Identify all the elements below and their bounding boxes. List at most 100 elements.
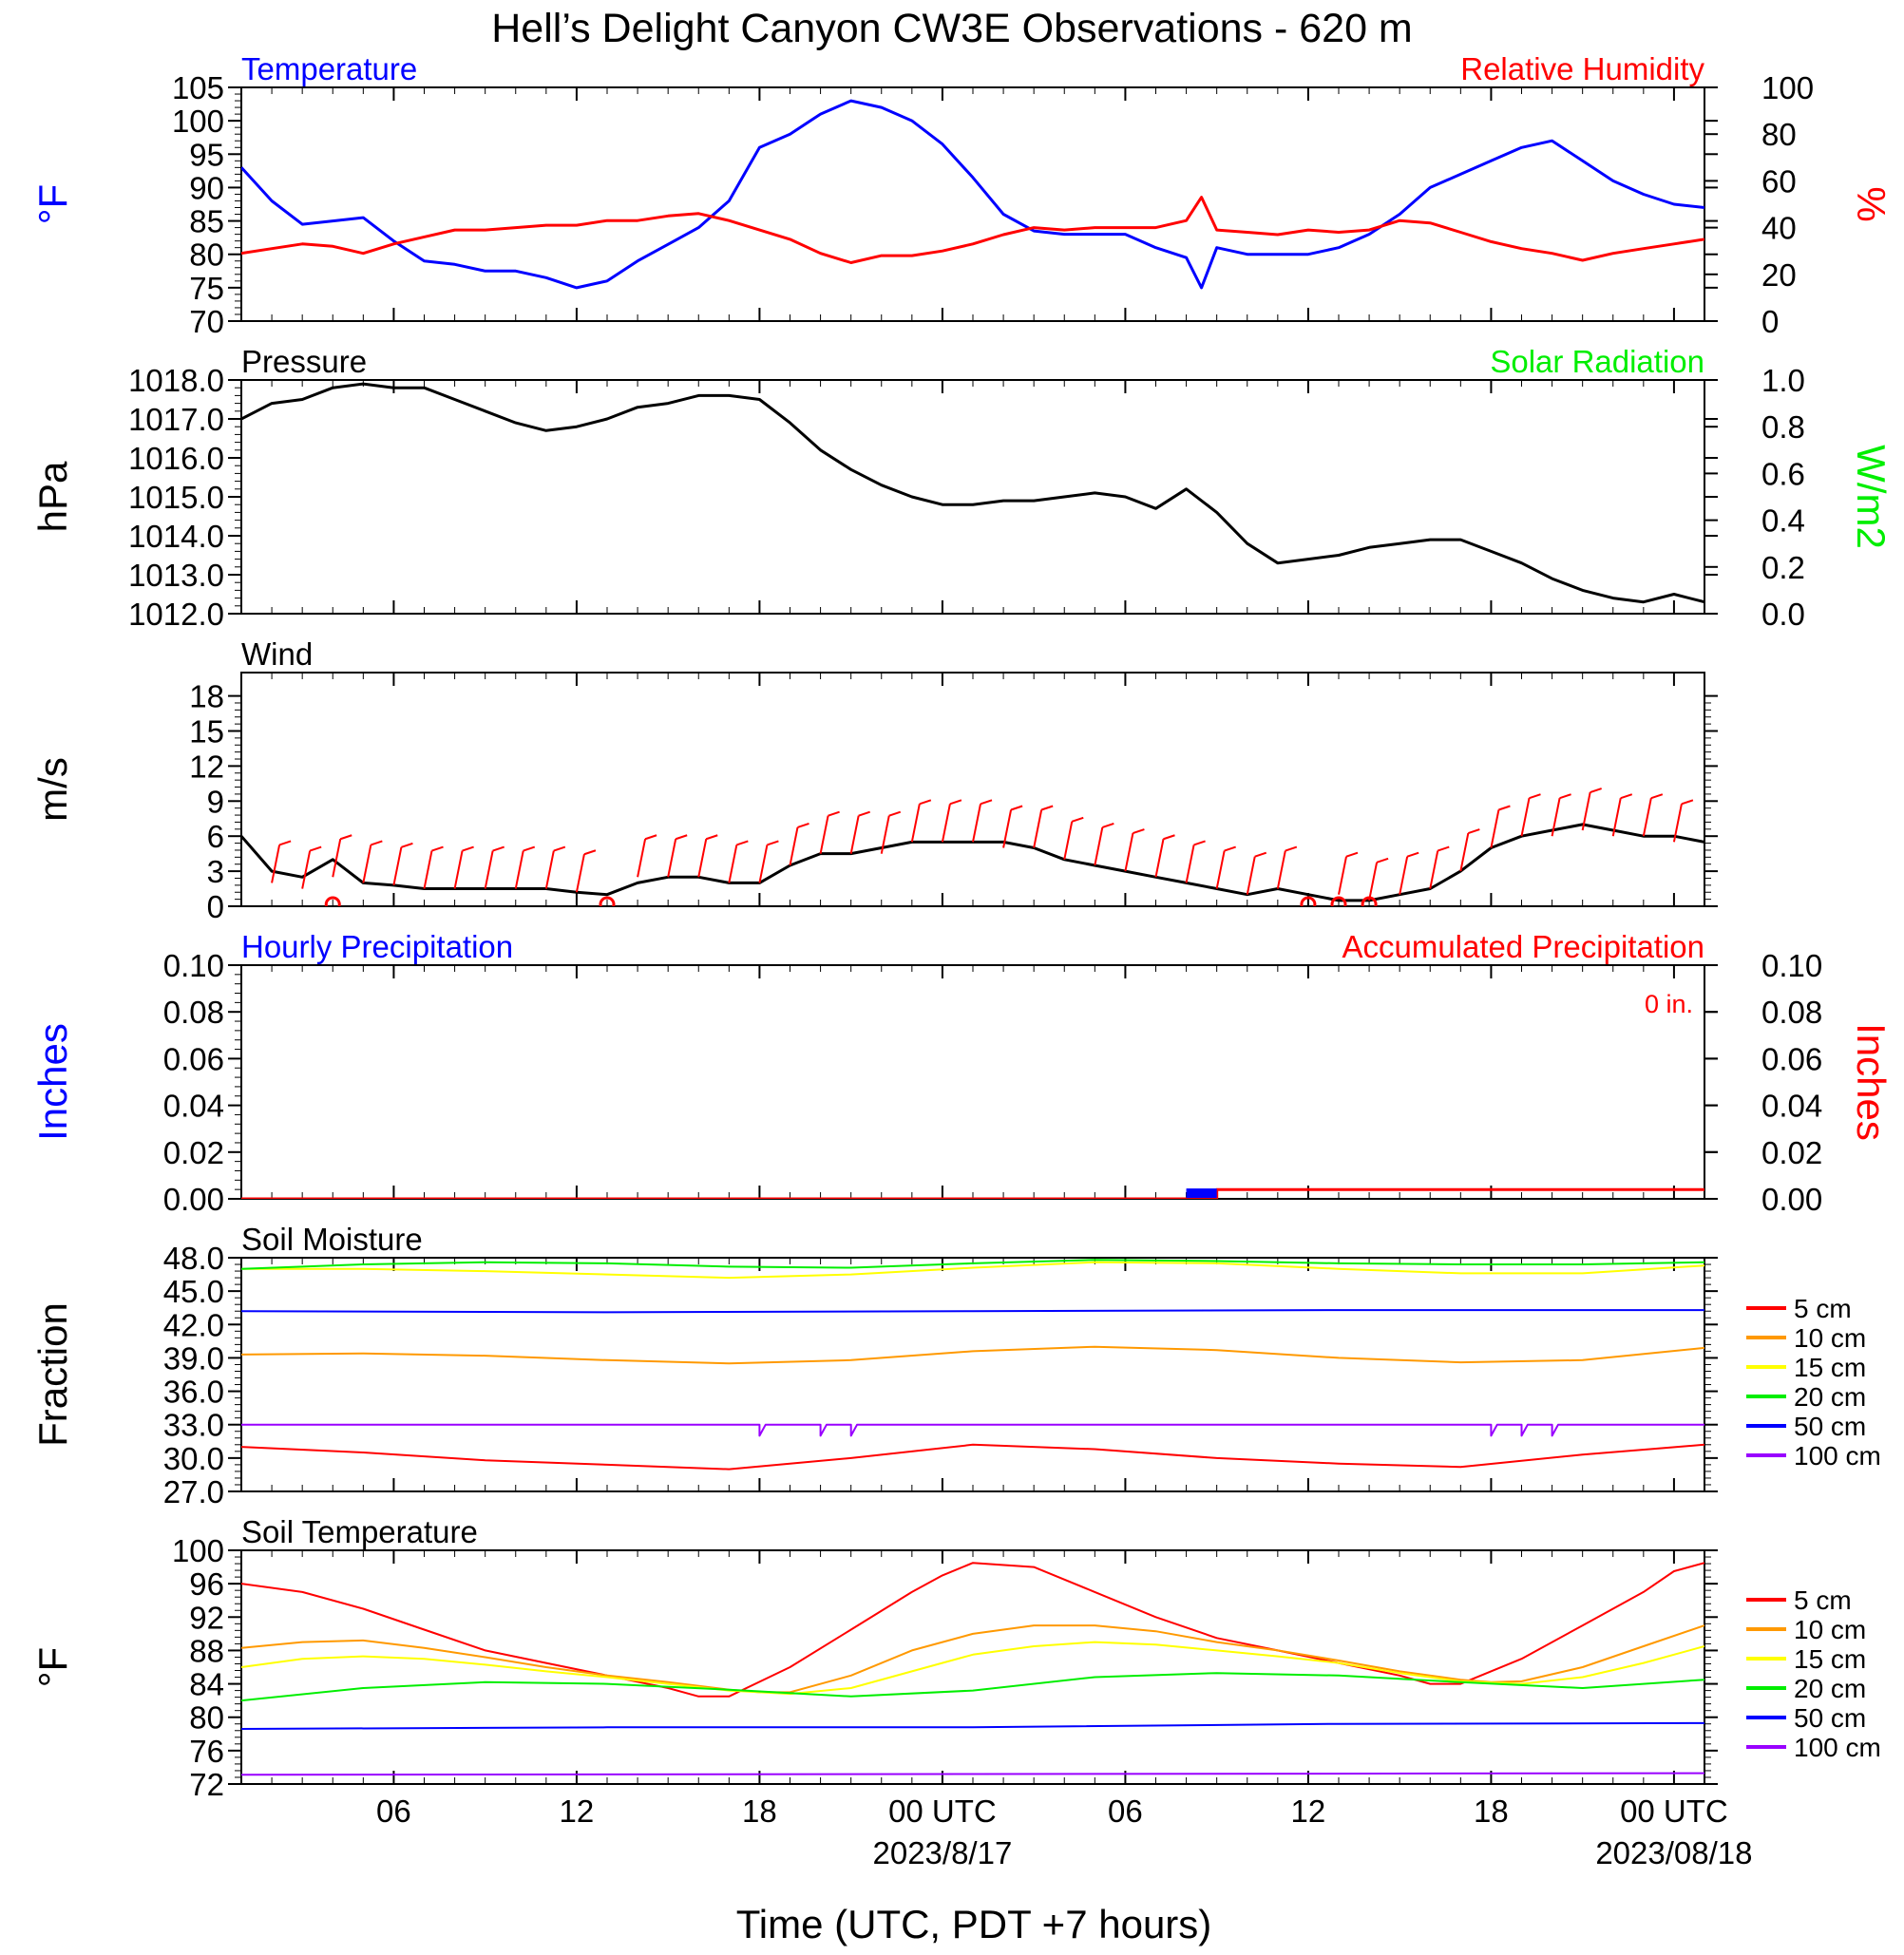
wind-barb-flag	[858, 810, 870, 817]
wind-barb	[362, 845, 372, 883]
wind-barb-flag	[980, 799, 993, 806]
wind-barb-flag	[1620, 793, 1633, 800]
panel-title-left: Soil Temperature	[241, 1514, 478, 1549]
precip-total-annotation: 0 in.	[1645, 990, 1693, 1018]
legend-label: 100 cm	[1794, 1733, 1881, 1762]
legend-label: 20 cm	[1794, 1674, 1866, 1703]
wind-barb-flag	[1010, 805, 1023, 811]
panel-0: 707580859095100105020406080100Temperatur…	[30, 51, 1894, 339]
series-20-cm-line	[241, 1672, 1704, 1702]
y-tick-label-left: 80	[189, 237, 224, 273]
wind-barb-flag	[553, 845, 566, 852]
wind-barb-flag	[949, 799, 962, 806]
y-tick-label-left: 39.0	[163, 1340, 224, 1376]
legend-label: 15 cm	[1794, 1644, 1866, 1674]
y-tick-label-left: 75	[189, 271, 224, 306]
wind-barb-flag	[1193, 840, 1206, 846]
y-tick-label-left: 1015.0	[128, 480, 224, 515]
wind-barb	[484, 850, 494, 889]
panel-title-left: Pressure	[241, 344, 367, 379]
plot-frame	[240, 1257, 1705, 1492]
series-15-cm-line	[241, 1261, 1704, 1280]
figure-title: Hell’s Delight Canyon CW3E Observations …	[491, 6, 1413, 51]
wind-barb	[1642, 798, 1652, 837]
wind-barb-flag	[1498, 805, 1511, 811]
wind-barb-flag	[705, 834, 718, 841]
wind-barb	[271, 845, 281, 883]
panel-title-right: Relative Humidity	[1460, 51, 1704, 86]
panels: 707580859095100105020406080100Temperatur…	[30, 51, 1894, 1802]
y-axis-label-left: Fraction	[30, 1302, 75, 1447]
legend-label: 20 cm	[1794, 1382, 1866, 1412]
wind-barb-flag	[1406, 851, 1419, 858]
y-axis-label-left: °F	[30, 1647, 75, 1687]
wind-barb	[758, 845, 769, 883]
hourly-precip-bar	[1186, 1188, 1217, 1199]
calm-wind-marker	[599, 896, 616, 906]
wind-barb	[789, 826, 799, 866]
series-20-cm-line	[241, 1259, 1704, 1270]
wind-barb	[910, 804, 921, 843]
wind-barb-flag	[675, 834, 688, 841]
plot-data	[241, 1259, 1704, 1471]
time-axis: 06 12 18 00 UTC 2023/8/17 06 12 18 00 UTC 2023/08…	[376, 1794, 1752, 1870]
y-tick-label-right: 80	[1761, 117, 1797, 152]
y-tick-label-left: 96	[189, 1566, 224, 1602]
wind-barb	[1551, 798, 1561, 837]
legend-label: 5 cm	[1794, 1585, 1852, 1615]
panel-4: 27.030.033.036.039.042.045.048.0 Soil Moi…	[30, 1222, 1881, 1509]
y-tick-label-right: 0.0	[1761, 597, 1805, 632]
y-tick-label-left: 1014.0	[128, 519, 224, 554]
wind-barb-flag	[1559, 793, 1571, 800]
x-tick-label: 00 UTC	[1620, 1794, 1728, 1829]
wind-barb-flag	[767, 840, 779, 846]
wind-barb	[1094, 826, 1104, 866]
wind-barb-flag	[1681, 799, 1694, 806]
wind-barb-flag	[371, 840, 383, 846]
wind-barb	[880, 815, 890, 854]
y-tick-label-right: 0.4	[1761, 503, 1805, 539]
wind-barb	[1399, 856, 1409, 895]
wind-barb	[1338, 856, 1347, 895]
wind-barb	[332, 839, 342, 878]
y-tick-label-left: 84	[189, 1667, 224, 1702]
y-tick-label-left: 1012.0	[128, 597, 224, 632]
wind-barb-flag	[1345, 851, 1359, 858]
wind-barb-flag	[888, 810, 902, 817]
wind-barb	[1033, 809, 1043, 848]
x-tick-label: 12	[1291, 1794, 1326, 1829]
series-5-cm-line	[241, 1562, 1704, 1698]
y-tick-label-left: 95	[189, 137, 224, 172]
wind-barb	[697, 839, 708, 878]
y-tick-label-left: 76	[189, 1734, 224, 1769]
wind-barb-flag	[309, 845, 322, 852]
plot-frame	[240, 964, 1705, 1200]
y-tick-label-left: 0.06	[163, 1041, 224, 1076]
y-tick-label-right: 0.04	[1761, 1089, 1822, 1124]
legend-label: 15 cm	[1794, 1353, 1866, 1382]
y-tick-label-left: 1018.0	[128, 363, 224, 398]
legend-label: 10 cm	[1794, 1615, 1866, 1644]
y-tick-label-left: 90	[189, 170, 224, 205]
wind-barb-flag	[1254, 851, 1267, 858]
plot-data	[241, 1187, 1704, 1199]
panel-title-left: Temperature	[241, 51, 417, 86]
wind-barb-flag	[1224, 845, 1236, 852]
y-tick-label-left: 100	[172, 1533, 224, 1568]
plot-data	[241, 382, 1704, 604]
wind-barb-flag	[1650, 793, 1664, 800]
wind-barb-flag	[1102, 823, 1114, 828]
y-tick-label-left: 30.0	[163, 1441, 224, 1476]
y-tick-label-left: 72	[189, 1767, 224, 1802]
wind-barb-flag	[1468, 828, 1480, 835]
panel-title-left: Wind	[241, 636, 313, 672]
calm-wind-marker	[1361, 896, 1378, 906]
y-tick-label-left: 1017.0	[128, 402, 224, 437]
wind-barb-flag	[523, 845, 536, 852]
series-1-line	[241, 196, 1704, 264]
wind-barb-flag	[492, 845, 505, 852]
wind-barb-flag	[431, 845, 444, 852]
wind-barb	[1215, 850, 1226, 889]
x-tick-label: 18	[1474, 1794, 1509, 1829]
wind-barb	[1429, 850, 1439, 889]
